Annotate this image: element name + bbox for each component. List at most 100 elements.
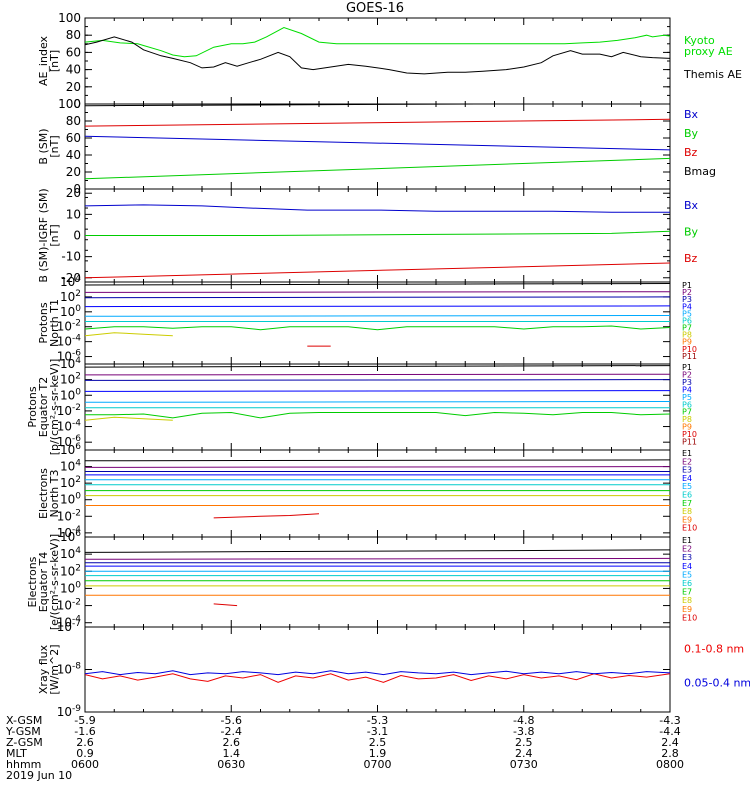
legend-entry: Bx (684, 199, 699, 212)
y-tick-label: 10-4 (57, 334, 82, 349)
legend-entry: P3 (682, 295, 692, 304)
ephemeris-value: 2.5 (515, 736, 533, 749)
ephemeris-value: -1.6 (74, 725, 95, 738)
legend-entry: P10 (682, 345, 697, 354)
series-line (85, 411, 670, 419)
legend-entry: E2 (682, 457, 692, 466)
y-tick-label: 100 (58, 11, 81, 25)
legend-entry: P3 (682, 378, 692, 387)
y-axis-label: [W/m^2] (48, 644, 61, 694)
y-tick-label: 100 (58, 97, 81, 111)
y-tick-label: 10-2 (57, 403, 81, 418)
legend-entry: E2 (682, 545, 692, 554)
series-line (85, 379, 670, 381)
y-axis-label: Equator T4 (37, 552, 50, 612)
series-line (85, 332, 173, 337)
y-tick-label: 80 (66, 28, 81, 42)
y-tick-label: 10-6 (57, 434, 82, 449)
legend-entry: E9 (682, 515, 692, 524)
y-tick-label: 10-9 (57, 704, 82, 719)
y-tick-label: 102 (60, 563, 81, 578)
y-tick-label: 10-2 (57, 598, 81, 613)
legend-entry: 0.05-0.4 nm (684, 677, 750, 690)
series-line (85, 118, 670, 127)
legend-entry: E5 (682, 482, 692, 491)
y-tick-label: 104 (60, 274, 81, 289)
y-tick-label: 10-4 (57, 615, 82, 630)
y-tick-label: 60 (66, 45, 81, 59)
series-line (85, 549, 670, 553)
ephemeris-value: 1.9 (369, 747, 387, 760)
y-axis-label: [nT] (48, 224, 61, 246)
legend-entry: P4 (682, 385, 692, 394)
y-tick-label: 102 (60, 289, 81, 304)
legend-entry: P1 (682, 363, 692, 372)
ephemeris-value: 2.4 (661, 736, 679, 749)
y-tick-label: 100 (60, 492, 81, 507)
y-tick-label: 60 (66, 131, 81, 145)
y-axis-label: Equator T2 (37, 377, 50, 437)
ephemeris-value: 2.5 (369, 736, 387, 749)
y-tick-label: 80 (66, 114, 81, 128)
series-line (85, 291, 670, 293)
ephemeris-label: MLT (6, 747, 27, 760)
y-axis-label: North T3 (48, 470, 61, 518)
legend-entry: E10 (682, 524, 697, 533)
panel-frame (84, 363, 671, 451)
y-tick-label: 10-2 (57, 508, 81, 523)
y-axis-label: B (SM) (37, 128, 50, 164)
ephemeris-value: 1.4 (223, 747, 241, 760)
ephemeris-value: 0600 (71, 758, 99, 771)
legend-entry: E7 (682, 499, 692, 508)
series-line (85, 670, 670, 676)
y-tick-label: 104 (60, 546, 81, 561)
y-axis-label: B (SM)-IGRF (SM) (37, 188, 50, 282)
legend-entry: P5 (682, 309, 692, 318)
ephemeris-value: 0730 (510, 758, 538, 771)
legend-entry: proxy AE (684, 45, 733, 58)
y-tick-label: 104 (60, 459, 81, 474)
ephemeris-value: -5.3 (367, 714, 388, 727)
ephemeris-label: Y-GSM (5, 725, 41, 738)
ephemeris-value: 2.6 (223, 736, 241, 749)
series-line (85, 673, 670, 683)
legend-entry: P11 (682, 352, 697, 361)
legend-entry: Themis AE (683, 68, 742, 81)
date-label: 2019 Jun 10 (6, 769, 72, 782)
series-line (85, 204, 670, 213)
y-tick-label: 106 (60, 442, 81, 457)
legend-entry: P7 (682, 408, 692, 417)
legend-entry: Bz (684, 252, 698, 265)
legend-entry: P9 (682, 338, 692, 347)
y-tick-label: -10 (61, 250, 81, 264)
series-line (85, 104, 600, 107)
legend-entry: P8 (682, 331, 692, 340)
series-line (213, 603, 238, 607)
legend-entry: E6 (682, 579, 692, 588)
panel-frame (84, 281, 671, 365)
legend-entry: P8 (682, 415, 692, 424)
panel-frame (84, 449, 671, 538)
y-axis-label: [nT] (48, 50, 61, 72)
legend-entry: E4 (682, 562, 692, 571)
legend-entry: By (684, 226, 699, 239)
y-tick-label: 10-8 (57, 662, 82, 677)
series-line (85, 390, 670, 392)
legend-entry: E8 (682, 596, 692, 605)
legend-entry: E3 (682, 553, 692, 562)
y-axis-label: Electrons (26, 556, 39, 607)
legend-entry: E5 (682, 570, 692, 579)
y-tick-label: 40 (66, 148, 81, 162)
series-line (85, 373, 670, 376)
y-axis-label: Protons (37, 302, 50, 343)
panel-8: 10-7 10-8 10-9 Xray flux[W/m^2] 0.1-0.8 nm 0.… (37, 619, 750, 719)
legend-entry: E1 (682, 536, 692, 545)
legend-entry: P6 (682, 400, 692, 409)
legend-entry: P5 (682, 393, 692, 402)
ephemeris-value: -5.6 (221, 714, 242, 727)
